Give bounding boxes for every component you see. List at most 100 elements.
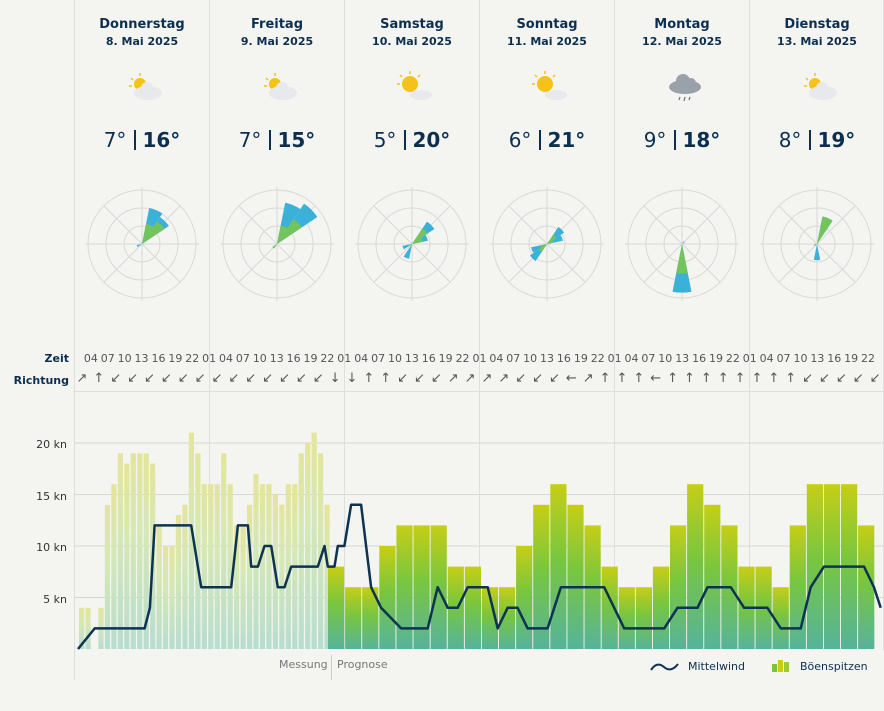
direction-arrow: ↙ bbox=[414, 371, 425, 386]
measured-gust-bar bbox=[227, 484, 233, 649]
measured-gust-bar bbox=[221, 453, 227, 649]
day-column-5[interactable]: Dienstag 13. Mai 2025 8° 19° bbox=[750, 0, 884, 340]
direction-arrow: ↑ bbox=[684, 371, 695, 386]
time-row-label: Zeit bbox=[44, 352, 69, 365]
direction-arrow: ↙ bbox=[144, 371, 155, 386]
day-date: 8. Mai 2025 bbox=[105, 35, 179, 48]
rose-sector bbox=[817, 216, 833, 244]
hour-label: 22 bbox=[320, 352, 335, 365]
direction-arrow: ↙ bbox=[245, 371, 257, 386]
forecast-gust-bar bbox=[670, 525, 687, 649]
hour-label: 16 bbox=[692, 352, 707, 365]
rose-sector bbox=[142, 221, 165, 244]
min-temp: 7° bbox=[103, 128, 127, 152]
rose-sector bbox=[142, 223, 154, 244]
max-temp: 15° bbox=[277, 128, 316, 152]
direction-arrow: ↙ bbox=[110, 371, 122, 386]
hour-label: 01 bbox=[742, 352, 757, 365]
day-name: Sonntag bbox=[516, 17, 578, 32]
rose-sector bbox=[682, 241, 685, 244]
day-column-1[interactable]: Freitag 9. Mai 2025 7° 15° bbox=[210, 0, 344, 340]
day-temperatures: 7° 16° bbox=[75, 128, 209, 152]
direction-arrow: ↗ bbox=[498, 371, 510, 386]
hour-label: 01 bbox=[337, 352, 352, 365]
hour-label: 07 bbox=[776, 352, 791, 365]
measured-gust-bar bbox=[79, 607, 85, 649]
measured-gust-bar bbox=[240, 525, 246, 649]
hour-label: 01 bbox=[472, 352, 487, 365]
forecast-gust-bar bbox=[499, 587, 516, 649]
direction-arrow: ↙ bbox=[869, 371, 881, 386]
direction-arrow: ↙ bbox=[211, 371, 223, 386]
day-temperatures: 9° 18° bbox=[615, 128, 749, 152]
day-column-0[interactable]: Donnerstag 8. Mai 2025 7° 16° bbox=[75, 0, 209, 340]
rose-sector bbox=[547, 235, 556, 244]
rose-sector bbox=[277, 219, 302, 244]
direction-arrow: ↗ bbox=[464, 371, 476, 386]
y-tick-label: 20 kn bbox=[36, 438, 67, 451]
measured-gust-bar bbox=[156, 525, 162, 649]
y-tick-label: 15 kn bbox=[36, 490, 67, 503]
min-temp: 7° bbox=[238, 128, 262, 152]
forecast-gust-bar bbox=[328, 566, 345, 649]
day-name: Dienstag bbox=[784, 17, 850, 32]
direction-arrow: ↙ bbox=[160, 371, 172, 386]
hour-label: 07 bbox=[100, 352, 115, 365]
day-column-4[interactable]: Montag 12. Mai 2025 9° 18° bbox=[615, 0, 749, 340]
direction-arrow: ↙ bbox=[835, 371, 847, 386]
rose-sector bbox=[409, 244, 412, 249]
direction-arrow: ↗ bbox=[76, 371, 88, 386]
day-date: 10. Mai 2025 bbox=[372, 35, 452, 48]
hour-label: 13 bbox=[675, 352, 690, 365]
hour-label: 16 bbox=[421, 352, 436, 365]
measured-gust-bar bbox=[85, 607, 91, 649]
min-temp: 9° bbox=[643, 128, 667, 152]
measured-gust-bar bbox=[318, 453, 324, 649]
day-date: 9. Mai 2025 bbox=[240, 35, 314, 48]
direction-arrow: ↙ bbox=[177, 371, 189, 386]
direction-arrow: ↑ bbox=[751, 371, 763, 386]
day-temperatures: 6° 21° bbox=[480, 128, 614, 152]
rose-sector bbox=[409, 244, 412, 246]
direction-arrow: ↑ bbox=[599, 371, 611, 386]
forecast-gust-bar bbox=[379, 546, 396, 649]
direction-arrow: ← bbox=[650, 371, 662, 386]
hour-label: 19 bbox=[708, 352, 723, 365]
measured-gust-bar bbox=[311, 432, 317, 649]
direction-arrow: ↑ bbox=[363, 371, 375, 386]
day-column-3[interactable]: Sonntag 11. Mai 2025 6° 21° bbox=[480, 0, 614, 340]
partly-cloudy-icon bbox=[804, 73, 837, 100]
measured-gust-bar bbox=[162, 546, 169, 649]
rose-sector bbox=[547, 240, 554, 244]
day-temperatures: 7° 15° bbox=[210, 128, 344, 152]
direction-arrow: ↙ bbox=[295, 371, 307, 386]
max-temp: 16° bbox=[142, 128, 181, 152]
legend-gust: Böenspitzen bbox=[800, 660, 868, 673]
direction-arrow: ↙ bbox=[127, 371, 139, 386]
direction-arrow: ↙ bbox=[802, 371, 814, 386]
hour-label: 19 bbox=[844, 352, 859, 365]
forecast-gust-bar bbox=[516, 546, 533, 649]
measured-gust-bar bbox=[253, 473, 259, 649]
hour-label: 13 bbox=[269, 352, 284, 365]
measured-gust-bar bbox=[124, 463, 130, 649]
measured-gust-bar bbox=[285, 484, 291, 649]
hour-label: 16 bbox=[827, 352, 842, 365]
forecast-gust-bar bbox=[567, 504, 584, 649]
hour-label: 16 bbox=[151, 352, 166, 365]
direction-row-label: Richtung bbox=[13, 374, 69, 387]
rose-sector bbox=[136, 244, 142, 247]
hour-label: 13 bbox=[540, 352, 555, 365]
direction-arrow: ↓ bbox=[329, 371, 341, 386]
direction-arrow: ↙ bbox=[549, 371, 560, 386]
direction-arrow: ↙ bbox=[532, 371, 544, 386]
direction-arrow: ↓ bbox=[346, 371, 358, 386]
separator bbox=[749, 0, 750, 650]
day-column-2[interactable]: Samstag 10. Mai 2025 5° 20° bbox=[345, 0, 479, 340]
hour-label: 22 bbox=[185, 352, 200, 365]
hour-label: 13 bbox=[134, 352, 149, 365]
measured-gust-bar bbox=[175, 515, 182, 649]
hour-label: 04 bbox=[624, 352, 639, 365]
measured-gust-bar bbox=[104, 504, 111, 649]
direction-arrow: ↙ bbox=[852, 371, 864, 386]
